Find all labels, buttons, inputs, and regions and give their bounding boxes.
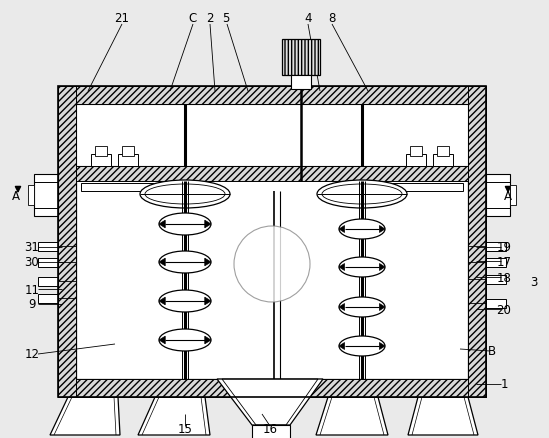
- Ellipse shape: [145, 184, 225, 205]
- Bar: [122, 147, 134, 157]
- Bar: [486, 175, 510, 216]
- Text: 5: 5: [222, 11, 229, 25]
- Polygon shape: [316, 397, 388, 435]
- Polygon shape: [379, 226, 385, 233]
- Ellipse shape: [339, 297, 385, 317]
- Bar: [38, 277, 58, 286]
- Polygon shape: [339, 304, 345, 311]
- Text: 18: 18: [496, 271, 512, 284]
- Bar: [282, 40, 320, 76]
- Text: 1: 1: [500, 378, 508, 391]
- Bar: [486, 276, 506, 284]
- Polygon shape: [50, 397, 120, 435]
- Polygon shape: [159, 336, 165, 344]
- Polygon shape: [159, 258, 165, 266]
- Text: 31: 31: [25, 241, 40, 254]
- Bar: [291, 76, 311, 90]
- Polygon shape: [76, 166, 468, 182]
- Bar: [76, 105, 468, 166]
- Polygon shape: [468, 87, 486, 397]
- Bar: [406, 155, 426, 166]
- Text: 4: 4: [304, 11, 312, 25]
- Ellipse shape: [339, 219, 385, 240]
- Bar: [38, 294, 58, 303]
- Polygon shape: [379, 264, 385, 271]
- Ellipse shape: [339, 336, 385, 356]
- Text: 11: 11: [25, 283, 40, 296]
- Polygon shape: [339, 264, 345, 271]
- Text: 20: 20: [496, 303, 512, 316]
- Bar: [510, 186, 516, 205]
- Text: 17: 17: [496, 255, 512, 268]
- Text: 15: 15: [177, 423, 193, 435]
- Polygon shape: [138, 397, 210, 435]
- Bar: [81, 184, 199, 191]
- Bar: [486, 243, 506, 251]
- Bar: [345, 184, 463, 191]
- Polygon shape: [379, 304, 385, 311]
- Polygon shape: [217, 379, 323, 425]
- Polygon shape: [159, 297, 165, 305]
- Bar: [486, 258, 506, 267]
- Text: 2: 2: [206, 11, 214, 25]
- Ellipse shape: [317, 180, 407, 208]
- Polygon shape: [408, 397, 478, 435]
- Text: 16: 16: [262, 423, 277, 435]
- Ellipse shape: [159, 329, 211, 351]
- Bar: [38, 258, 58, 267]
- Text: 19: 19: [496, 241, 512, 254]
- Bar: [433, 155, 453, 166]
- Ellipse shape: [322, 184, 402, 205]
- Text: 12: 12: [25, 348, 40, 360]
- Text: 30: 30: [25, 256, 40, 269]
- Bar: [410, 147, 422, 157]
- Bar: [34, 175, 58, 216]
- Ellipse shape: [140, 180, 230, 208]
- Bar: [95, 147, 107, 157]
- Ellipse shape: [339, 258, 385, 277]
- Polygon shape: [339, 343, 345, 350]
- Ellipse shape: [159, 251, 211, 273]
- Text: B: B: [488, 345, 496, 358]
- Bar: [118, 155, 138, 166]
- Polygon shape: [379, 343, 385, 350]
- Bar: [28, 186, 34, 205]
- Text: A: A: [12, 190, 20, 203]
- Bar: [38, 243, 58, 251]
- Bar: [76, 105, 468, 379]
- Text: 21: 21: [115, 11, 130, 25]
- Polygon shape: [58, 87, 486, 105]
- Polygon shape: [159, 221, 165, 228]
- Text: 9: 9: [28, 298, 36, 311]
- Bar: [437, 147, 449, 157]
- Polygon shape: [205, 258, 211, 266]
- Polygon shape: [339, 226, 345, 233]
- Polygon shape: [205, 221, 211, 228]
- Polygon shape: [205, 336, 211, 344]
- Ellipse shape: [159, 290, 211, 312]
- Ellipse shape: [159, 213, 211, 236]
- Text: 8: 8: [328, 11, 335, 25]
- Bar: [91, 155, 111, 166]
- Polygon shape: [205, 297, 211, 305]
- Circle shape: [234, 226, 310, 302]
- Text: A: A: [504, 190, 512, 203]
- Polygon shape: [58, 87, 76, 397]
- Text: 3: 3: [530, 275, 537, 288]
- Bar: [252, 425, 290, 438]
- Text: C: C: [188, 11, 196, 25]
- Polygon shape: [58, 379, 486, 397]
- Bar: [486, 299, 506, 308]
